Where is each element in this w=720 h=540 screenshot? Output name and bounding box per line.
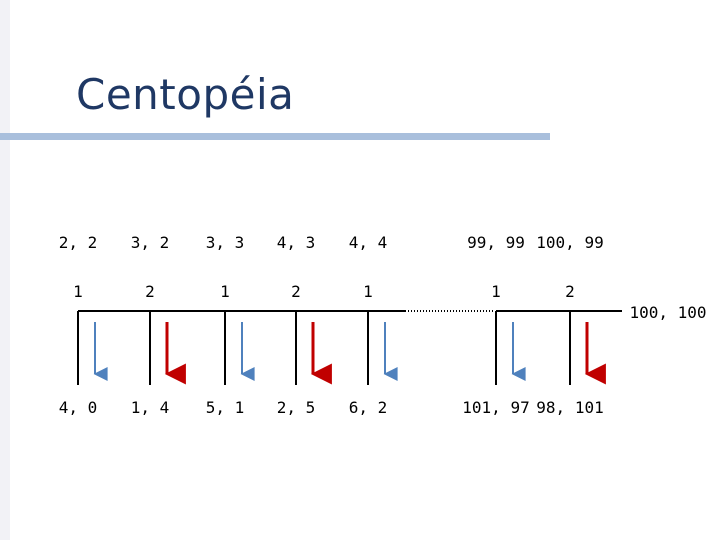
final-payoff-label: 100, 100 <box>629 303 707 322</box>
stop-payoff-label: 5, 1 <box>205 398 245 417</box>
player-label: 1 <box>73 282 83 301</box>
stop-payoff-label: 2, 5 <box>276 398 316 417</box>
player-label: 1 <box>220 282 230 301</box>
player-label: 1 <box>363 282 373 301</box>
player-label: 2 <box>291 282 301 301</box>
continue-payoff-label: 4, 4 <box>348 233 388 252</box>
player-label: 1 <box>491 282 501 301</box>
stop-payoff-label: 4, 0 <box>58 398 98 417</box>
stop-payoff-label: 101, 97 <box>462 398 530 417</box>
stop-payoff-label: 6, 2 <box>348 398 388 417</box>
continue-payoff-label: 2, 2 <box>58 233 98 252</box>
continue-payoff-label: 4, 3 <box>276 233 316 252</box>
player-label: 2 <box>145 282 155 301</box>
stop-payoff-label: 1, 4 <box>130 398 170 417</box>
left-accent-bar <box>0 0 10 540</box>
continue-payoff-label: 3, 2 <box>130 233 170 252</box>
continue-payoff-label: 3, 3 <box>205 233 245 252</box>
player-label: 2 <box>565 282 575 301</box>
title-underline <box>0 133 550 140</box>
slide-title: Centopéia <box>76 70 295 119</box>
continue-payoff-label: 99, 99 <box>467 233 525 252</box>
continue-payoff-label: 100, 99 <box>536 233 604 252</box>
stop-payoff-label: 98, 101 <box>536 398 604 417</box>
game-tree <box>77 310 622 385</box>
